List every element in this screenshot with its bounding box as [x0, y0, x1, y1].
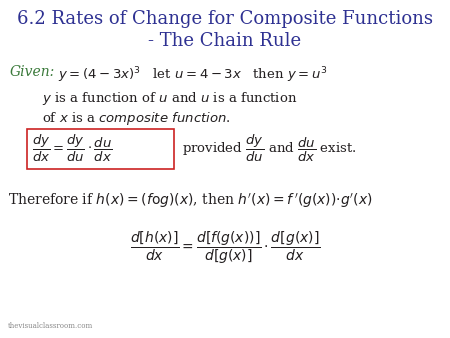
Text: - The Chain Rule: - The Chain Rule	[148, 32, 302, 50]
Text: of $x$ is a $\mathit{composite\ function}$.: of $x$ is a $\mathit{composite\ function…	[42, 110, 231, 127]
Text: 6.2 Rates of Change for Composite Functions: 6.2 Rates of Change for Composite Functi…	[17, 10, 433, 28]
Text: thevisualclassroom.com: thevisualclassroom.com	[8, 322, 93, 330]
Text: Therefore if $h(x) = (f\mathrm{o}g)(x)$, then $h'(x) = f\,'(g(x)){\cdot}g'(x)$: Therefore if $h(x) = (f\mathrm{o}g)(x)$,…	[8, 192, 373, 210]
Text: provided $\dfrac{dy}{du}$ and $\dfrac{du}{dx}$ exist.: provided $\dfrac{dy}{du}$ and $\dfrac{du…	[182, 132, 357, 164]
Text: Given:: Given:	[10, 65, 55, 79]
Text: $y$ is a function of $u$ and $u$ is a function: $y$ is a function of $u$ and $u$ is a fu…	[42, 90, 297, 107]
Text: $\dfrac{dy}{dx} = \dfrac{dy}{du} \cdot \dfrac{du}{dx}$: $\dfrac{dy}{dx} = \dfrac{dy}{du} \cdot \…	[32, 132, 113, 164]
Text: $\dfrac{d[h(x)]}{dx} = \dfrac{d[f(g(x))]}{d[g(x)]} \cdot \dfrac{d[g(x)]}{dx}$: $\dfrac{d[h(x)]}{dx} = \dfrac{d[f(g(x))]…	[130, 230, 320, 266]
Text: $y = (4 - 3x)^3$   let $u = 4 - 3x$   then $y = u^3$: $y = (4 - 3x)^3$ let $u = 4 - 3x$ then $…	[58, 65, 327, 84]
